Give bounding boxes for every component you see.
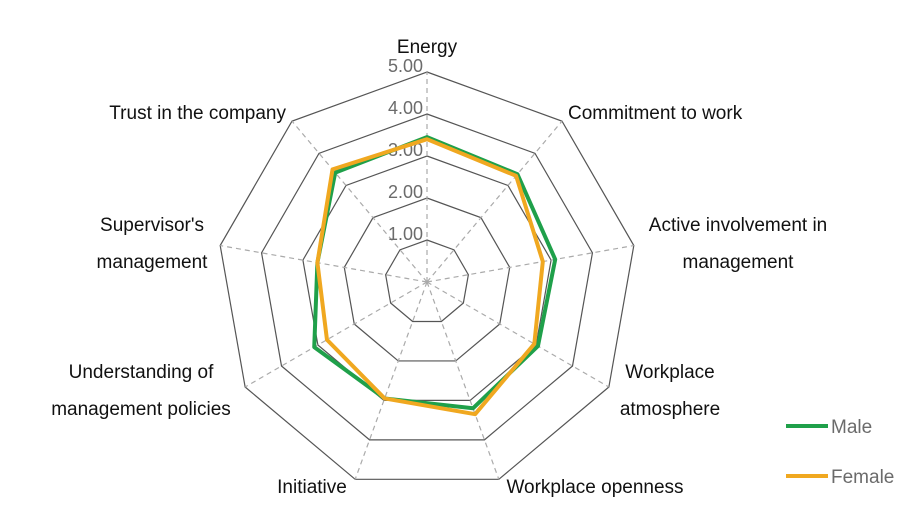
axis-label-line: Energy bbox=[397, 37, 458, 58]
grid-ring-1 bbox=[385, 239, 469, 323]
tick-label: 5.00 bbox=[388, 56, 423, 76]
grid-spoke bbox=[244, 281, 428, 388]
axis-label: Supervisor's management bbox=[97, 215, 209, 273]
axis-label: Initiative bbox=[277, 477, 347, 498]
axis-label-line: Understanding of bbox=[69, 362, 214, 383]
radar-grid bbox=[219, 71, 635, 480]
grid-spoke bbox=[291, 120, 428, 283]
grid-ring-5 bbox=[219, 71, 635, 480]
radial-tick-labels: 1.002.003.004.005.00 bbox=[388, 56, 423, 244]
axis-label-line: Initiative bbox=[277, 477, 347, 498]
tick-label: 4.00 bbox=[388, 98, 423, 118]
legend: Male Female bbox=[786, 417, 894, 488]
tick-label: 2.00 bbox=[388, 182, 423, 202]
grid-spoke bbox=[426, 281, 610, 388]
axis-label-line: Active involvement in bbox=[649, 215, 827, 236]
axis-label-line: management bbox=[683, 252, 795, 273]
axis-label: Active involvement in management bbox=[649, 215, 827, 273]
axis-label-line: management bbox=[97, 252, 209, 273]
grid-spoke bbox=[426, 120, 563, 283]
grid-spoke bbox=[220, 244, 428, 283]
axis-label: Energy bbox=[397, 37, 458, 58]
series-line-female bbox=[315, 137, 545, 417]
grid-ring-2 bbox=[343, 197, 511, 362]
grid-spoke bbox=[426, 281, 500, 480]
axis-label: Understanding of management policies bbox=[51, 362, 231, 420]
axis-label-line: management policies bbox=[51, 399, 231, 420]
axis-label-line: Commitment to work bbox=[568, 103, 743, 124]
legend-label: Female bbox=[831, 467, 894, 488]
axis-label: Commitment to work bbox=[568, 103, 743, 124]
grid-ring-4 bbox=[260, 113, 594, 441]
grid-spoke bbox=[354, 281, 428, 480]
axis-label-line: Trust in the company bbox=[109, 103, 286, 124]
axis-label: Workplace openness bbox=[506, 477, 683, 498]
axis-label: Trust in the company bbox=[109, 103, 286, 124]
axis-label-line: Supervisor's bbox=[100, 215, 204, 236]
axis-label-line: atmosphere bbox=[620, 399, 720, 420]
legend-label: Male bbox=[831, 417, 872, 438]
axis-label-line: Workplace openness bbox=[506, 477, 683, 498]
grid-spoke bbox=[426, 244, 634, 283]
axis-label: Workplace atmosphere bbox=[620, 362, 720, 420]
axis-labels: Energy Commitment to work Active involveme… bbox=[51, 37, 827, 498]
axis-label-line: Workplace bbox=[625, 362, 714, 383]
tick-label: 1.00 bbox=[388, 224, 423, 244]
